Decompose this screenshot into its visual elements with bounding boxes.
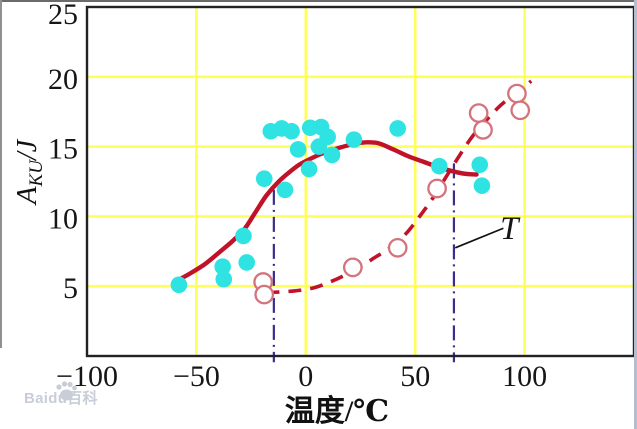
x-tick-label: −100	[56, 360, 118, 393]
data-point-open	[342, 257, 363, 278]
x-tick-label: −50	[173, 360, 220, 393]
watermark: Baidu百科	[24, 381, 98, 408]
filled-circle-points	[170, 118, 491, 294]
y-axis-unit: /J	[12, 138, 43, 162]
scan-edge-left	[0, 0, 2, 348]
y-axis-subscript: KU	[26, 159, 47, 188]
data-point-open	[427, 178, 447, 199]
data-point-open	[507, 83, 527, 104]
data-point-open	[473, 119, 493, 140]
x-tick-label: 100	[502, 360, 547, 393]
x-axis-label: 温度/℃	[285, 395, 389, 428]
leader-line	[454, 227, 504, 249]
y-tick-label: 10	[48, 202, 78, 235]
plot-border	[85, 5, 636, 358]
y-tick-labels: 5 10 15 20 25	[48, 0, 78, 305]
data-point-filled	[170, 276, 188, 294]
x-tick-labels: −100 −50 0 50 100	[56, 360, 547, 393]
data-point-filled	[276, 181, 294, 199]
y-axis-symbol: A	[11, 186, 43, 206]
data-point-filled	[238, 254, 256, 271]
data-point-open	[254, 284, 275, 305]
x-tick-label: 0	[298, 360, 313, 393]
dashed-curve	[266, 79, 533, 295]
data-point-filled	[289, 141, 307, 158]
data-point-filled	[300, 160, 318, 178]
data-point-filled	[471, 156, 489, 174]
baidu-paw-icon	[56, 381, 77, 401]
open-circle-points	[253, 83, 531, 305]
y-axis-label: AKU/J	[11, 138, 47, 206]
transition-temperature-label: T	[500, 211, 521, 247]
data-point-filled	[214, 258, 231, 275]
annotation-leader-line	[454, 227, 504, 249]
data-point-filled	[430, 157, 448, 175]
y-tick-label: 20	[48, 63, 78, 96]
y-tick-label: 5	[63, 272, 78, 305]
data-point-filled	[255, 170, 273, 188]
data-point-filled	[389, 120, 406, 137]
transition-temperature-vlines	[272, 163, 456, 363]
y-tick-label: 15	[48, 133, 78, 166]
data-point-open	[387, 237, 408, 258]
data-point-filled	[319, 128, 336, 146]
y-tick-label: 25	[48, 0, 78, 31]
fitted-curve-dashed	[266, 79, 533, 295]
watermark-text: Baidu百科	[24, 390, 98, 407]
svg-text:AKU/J: AKU/J	[11, 138, 47, 206]
data-point-open	[468, 103, 489, 123]
data-point-open	[510, 100, 531, 121]
data-point-filled	[283, 122, 300, 140]
data-point-filled	[473, 177, 491, 194]
data-point-filled	[215, 270, 233, 288]
data-point-filled	[323, 146, 341, 164]
data-point-filled	[345, 131, 363, 148]
gridlines	[87, 7, 634, 356]
scan-edge-right	[634, 0, 637, 429]
x-tick-label: 50	[400, 360, 430, 393]
data-point-filled	[235, 227, 252, 245]
scan-edge-top	[0, 0, 637, 2]
